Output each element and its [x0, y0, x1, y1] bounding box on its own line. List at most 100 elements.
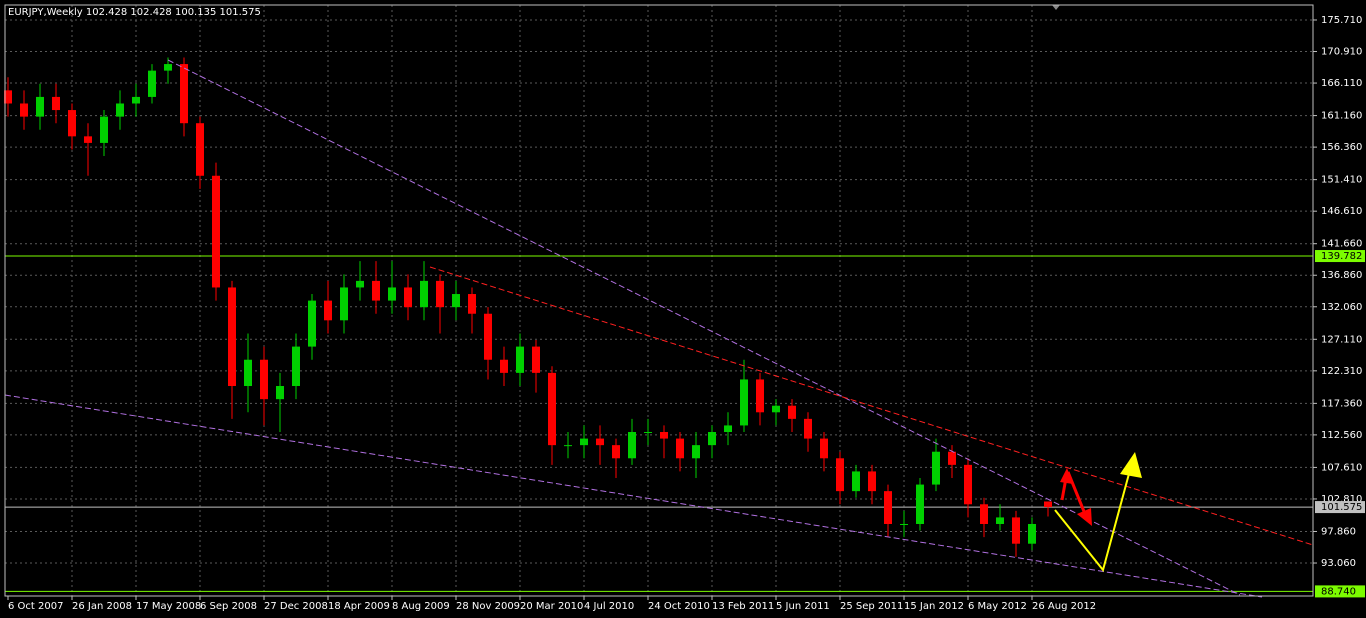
candle-body	[36, 96, 44, 117]
candle-body	[180, 64, 188, 124]
candle-body	[84, 136, 92, 143]
candle-body	[436, 280, 444, 308]
candle-body	[196, 123, 204, 176]
candle-body	[612, 445, 620, 459]
candles	[4, 57, 1052, 557]
y-tick-label: 136.860	[1321, 270, 1362, 281]
arrow	[1066, 471, 1087, 515]
x-tick-label: 25 Sep 2011	[840, 601, 903, 612]
candle-body	[484, 313, 492, 360]
trendline	[4, 394, 1263, 598]
y-tick-label: 127.110	[1321, 334, 1362, 345]
candle-body	[52, 96, 60, 111]
y-tick-label: 170.910	[1321, 47, 1362, 58]
candle-body	[356, 280, 364, 288]
candle-body	[548, 372, 556, 446]
y-tick-label: 93.060	[1321, 558, 1356, 569]
candle-body	[1044, 501, 1052, 508]
x-tick-label: 28 Nov 2009	[456, 601, 520, 612]
price-label: 88.740	[1321, 586, 1356, 597]
candle-body	[996, 517, 1004, 524]
y-tick-label: 166.110	[1321, 78, 1362, 89]
grid	[5, 5, 1313, 596]
y-tick-label: 122.310	[1321, 366, 1362, 377]
candle-body	[116, 103, 124, 117]
y-tick-label: 151.410	[1321, 175, 1362, 186]
candle-body	[1012, 517, 1020, 544]
candle-body	[804, 418, 812, 439]
plot-frame	[4, 4, 1314, 597]
x-tick-label: 4 Jul 2010	[584, 601, 634, 612]
candle-body	[708, 432, 716, 446]
x-tick-label: 18 Apr 2009	[328, 601, 390, 612]
price-label-box	[1315, 250, 1365, 263]
candle-body	[1028, 523, 1036, 544]
axis-labels: 175.710 170.910 166.110 161.160 156.360 151.4…	[7, 15, 1365, 612]
candle-body	[852, 471, 860, 492]
candle-body	[404, 287, 412, 308]
trendline	[167, 59, 1241, 596]
candle-body	[212, 175, 220, 288]
candle-body	[4, 90, 12, 104]
candle-body	[244, 359, 252, 387]
price-label-box	[1315, 501, 1365, 514]
x-tick-label: 6 Oct 2007	[8, 601, 63, 612]
shift-marker	[1052, 5, 1060, 10]
price-label: 139.782	[1321, 251, 1362, 262]
x-tick-label: 26 Jan 2008	[72, 601, 132, 612]
y-tick-label: 97.860	[1321, 526, 1356, 537]
candle-body	[324, 300, 332, 321]
candle-body	[964, 464, 972, 505]
candle-body	[692, 445, 700, 459]
x-tick-label: 6 May 2012	[968, 601, 1027, 612]
x-tick-label: 17 May 2008	[136, 601, 201, 612]
candle-body	[388, 287, 396, 301]
y-tick-label: 141.660	[1321, 239, 1362, 250]
candle-body	[132, 96, 140, 104]
candle-body	[740, 379, 748, 426]
x-tick-label: 8 Aug 2009	[392, 601, 450, 612]
price-label: 101.575	[1321, 502, 1362, 513]
candle-body	[340, 287, 348, 321]
y-tick-label: 175.710	[1321, 15, 1362, 26]
y-tick-label: 117.360	[1321, 398, 1362, 409]
candle-body	[884, 491, 892, 524]
candle-body	[452, 294, 460, 308]
x-tick-label: 6 Sep 2008	[200, 601, 257, 612]
candle-body	[596, 438, 604, 446]
candle-body	[532, 346, 540, 373]
candle-body	[148, 70, 156, 97]
candle-body	[500, 359, 508, 373]
candle-body	[68, 110, 76, 137]
candle-body	[276, 386, 284, 400]
candle-body	[580, 438, 588, 446]
candle-body	[420, 280, 428, 308]
candle-body	[228, 287, 236, 387]
candle-body	[164, 64, 172, 71]
candle-body	[308, 300, 316, 347]
candle-body	[644, 432, 652, 434]
candle-body	[980, 504, 988, 524]
candle-body	[932, 451, 940, 485]
y-tick-label: 156.360	[1321, 142, 1362, 153]
price-label-box	[1315, 585, 1365, 598]
trendline	[429, 266, 1314, 546]
candle-body	[628, 432, 636, 459]
candle-body	[20, 103, 28, 117]
candle-body	[836, 458, 844, 492]
candle-body	[772, 405, 780, 413]
candle-body	[756, 379, 764, 413]
x-tick-label: 13 Feb 2011	[712, 601, 774, 612]
candle-body	[372, 280, 380, 301]
candle-body	[916, 484, 924, 524]
candle-body	[820, 438, 828, 459]
candle-body	[292, 346, 300, 387]
candle-body	[900, 523, 908, 525]
candle-body	[948, 451, 956, 465]
y-tick-label: 107.610	[1321, 462, 1362, 473]
x-tick-label: 26 Aug 2012	[1032, 601, 1096, 612]
candle-body	[564, 445, 572, 447]
candle-body	[660, 432, 668, 439]
